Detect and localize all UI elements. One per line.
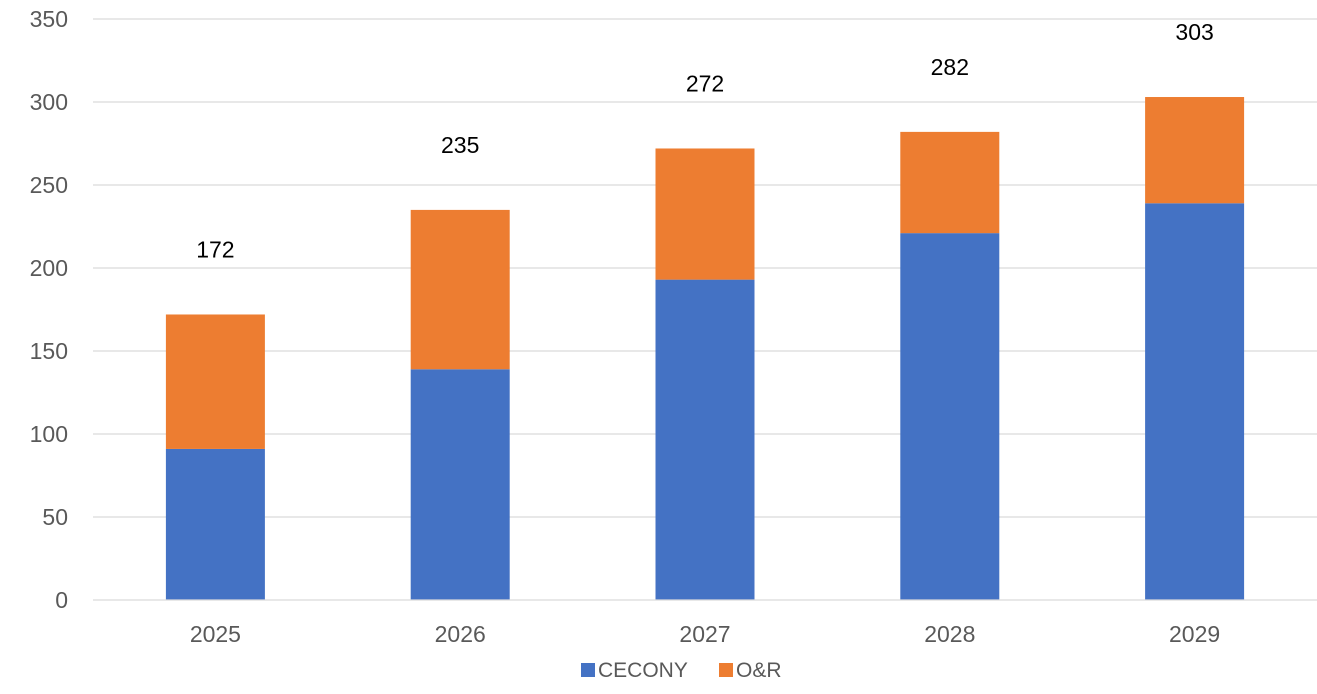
x-tick-label: 2026 (435, 621, 486, 647)
bar-cecony-2026 (410, 369, 510, 600)
x-axis-tick-labels: 2025 2026 2027 2028 2029 (190, 621, 1220, 647)
bar-o-r-2028 (900, 131, 1000, 234)
y-tick-label: 200 (30, 255, 68, 281)
y-tick-label: 150 (30, 338, 68, 364)
y-tick-label: 0 (55, 587, 68, 613)
bar-cecony-2028 (900, 233, 1000, 600)
y-tick-label: 350 (30, 6, 68, 32)
bar-o-r-2026 (410, 209, 510, 370)
total-data-labels: 172 235 272 282 303 (196, 19, 1214, 262)
y-tick-label: 300 (30, 89, 68, 115)
total-label-2027: 272 (686, 70, 724, 96)
legend-label: O&R (736, 659, 782, 682)
bar-o-r-2027 (655, 148, 755, 280)
bar-cecony-2025 (165, 448, 265, 600)
total-label-2029: 303 (1175, 19, 1213, 45)
total-label-2025: 172 (196, 236, 234, 262)
x-tick-label: 2025 (190, 621, 241, 647)
legend: CECONY O&R (581, 659, 782, 682)
total-label-2028: 282 (931, 54, 969, 80)
y-tick-label: 50 (42, 504, 68, 530)
bar-o-r-2025 (165, 314, 265, 449)
bar-o-r-2029 (1145, 97, 1245, 204)
y-tick-label: 250 (30, 172, 68, 198)
bar-cecony-2027 (655, 279, 755, 600)
bar-cecony-2029 (1145, 203, 1245, 600)
y-tick-label: 100 (30, 421, 68, 447)
x-tick-label: 2027 (679, 621, 730, 647)
legend-swatch-cecony (581, 663, 595, 677)
total-label-2026: 235 (441, 132, 479, 158)
legend-swatch-o-r (719, 663, 733, 677)
y-axis-tick-labels: 0 50 100 150 200 250 300 350 (30, 6, 68, 613)
x-tick-label: 2028 (924, 621, 975, 647)
x-tick-label: 2029 (1169, 621, 1220, 647)
legend-label: CECONY (598, 659, 688, 682)
bars (165, 97, 1245, 600)
